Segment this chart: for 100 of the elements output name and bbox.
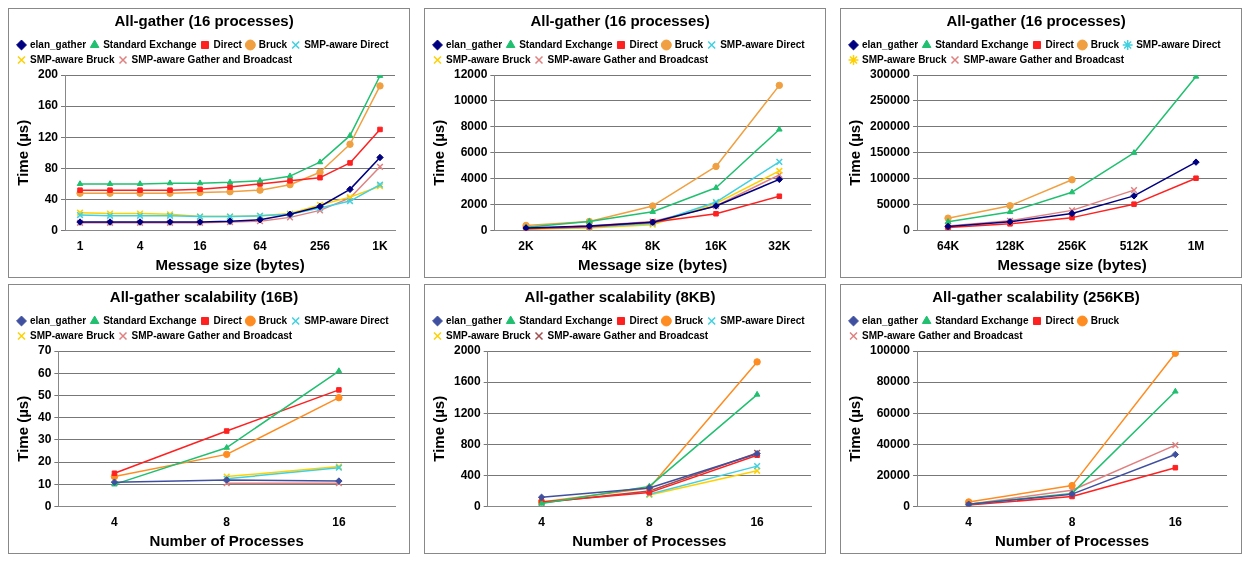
x-tick-label: 16K [705,239,728,254]
y-tick-label: 400 [460,467,482,482]
y-tick-label: 20 [37,454,52,469]
x-tick-label: 256 [309,239,331,254]
y-tick-label: 8000 [460,119,488,134]
legend-label: Direct [213,38,243,50]
y-tick-label: 250000 [870,93,911,108]
y-tick-label: 0 [903,222,911,237]
legend-label: SMP-aware Direct [720,314,806,326]
x-tick-label: 256K [1057,239,1087,254]
legend-label: SMP-aware Direct [304,314,390,326]
x-axis-title: Number of Processes [149,532,304,550]
y-tick-label: 80000 [876,374,911,389]
y-tick-label: 2000 [453,343,482,358]
y-tick-label: 0 [474,498,482,513]
x-tick-label: 128K [995,239,1025,254]
legend-label: SMP-aware Gather and Broadcast [131,53,293,65]
legend-label: SMP-aware Gather and Broadcast [547,53,709,65]
y-tick-label: 150000 [870,145,911,160]
x-tick-label: 16 [193,239,208,254]
legend-label: elan_gather [30,38,87,50]
x-tick-label: 4 [538,515,546,530]
legend-label: Bruck [258,314,288,326]
y-axis-title: Time (µs) [846,395,864,462]
x-tick-label: 1 [76,239,84,254]
legend-label: SMP-aware Gather and Broadcast [862,329,1024,341]
y-axis-title: Time (µs) [14,395,32,462]
legend-label: SMP-aware Bruck [446,53,531,65]
legend-label: SMP-aware Direct [1136,38,1222,50]
legend-label: elan_gather [862,38,919,50]
legend-label: Direct [1045,314,1075,326]
y-tick-label: 160 [37,98,59,113]
y-tick-label: 70 [37,343,52,358]
y-tick-label: 80 [44,160,59,175]
y-tick-label: 200000 [870,119,911,134]
legend-label: elan_gather [30,314,87,326]
legend-label: Bruck [674,38,704,50]
legend-label: SMP-aware Gather and Broadcast [963,53,1125,65]
y-tick-label: 6000 [460,145,488,160]
legend-label: SMP-aware Bruck [30,329,115,341]
y-tick-label: 0 [903,498,911,513]
legend-label: SMP-aware Gather and Broadcast [131,329,293,341]
x-tick-label: 1K [372,239,388,254]
y-tick-label: 100000 [870,343,911,358]
x-tick-label: 16 [332,515,346,530]
x-tick-label: 8K [645,239,661,254]
y-tick-label: 12000 [453,67,488,82]
legend-label: elan_gather [862,314,919,326]
y-tick-label: 50000 [876,196,911,211]
chart-title: All-gather scalability (256KB) [932,288,1140,306]
legend-label: SMP-aware Direct [720,38,806,50]
chart-title: All-gather (16 processes) [946,12,1126,30]
legend-label: SMP-aware Bruck [30,53,115,65]
y-tick-label: 0 [51,222,59,237]
legend-label: Standard Exchange [935,38,1029,50]
legend-label: Direct [213,314,243,326]
legend-label: SMP-aware Direct [304,38,390,50]
legend-label: elan_gather [446,38,503,50]
x-tick-label: 512K [1119,239,1149,254]
y-tick-label: 200 [37,67,59,82]
legend-label: elan_gather [446,314,503,326]
legend-label: SMP-aware Bruck [862,53,947,65]
x-tick-label: 8 [1068,515,1076,530]
x-axis-title: Message size (bytes) [997,256,1147,274]
chart-title: All-gather (16 processes) [530,12,710,30]
legend-label: Direct [629,38,659,50]
chart-title: All-gather scalability (16B) [109,288,299,306]
y-tick-label: 10000 [453,93,488,108]
y-tick-label: 50 [37,387,52,402]
legend-label: Bruck [1090,314,1120,326]
y-tick-label: 0 [44,498,52,513]
chart-title: All-gather (16 processes) [114,12,294,30]
y-tick-label: 1200 [453,405,482,420]
legend-label: Standard Exchange [935,314,1029,326]
y-tick-label: 20000 [876,467,911,482]
x-tick-label: 4 [965,515,973,530]
y-tick-label: 60 [37,365,52,380]
y-tick-label: 4000 [460,171,488,186]
y-axis-title: Time (µs) [846,119,864,186]
x-tick-label: 64K [937,239,960,254]
x-tick-label: 64 [253,239,267,254]
x-axis-title: Message size (bytes) [578,256,728,274]
legend-label: Standard Exchange [103,38,197,50]
y-tick-label: 30 [37,432,52,447]
y-axis-title: Time (µs) [430,119,448,186]
y-axis-title: Time (µs) [430,395,448,462]
chart-title: All-gather scalability (8KB) [524,288,716,306]
legend-label: SMP-aware Bruck [446,329,531,341]
x-tick-label: 4K [581,239,598,254]
x-tick-label: 2K [518,239,535,254]
legend-label: SMP-aware Gather and Broadcast [547,329,709,341]
y-tick-label: 40 [37,410,52,424]
legend-label: Standard Exchange [103,314,197,326]
legend-label: Direct [629,314,659,326]
legend-label: Bruck [258,38,288,50]
legend-label: Bruck [674,314,704,326]
y-tick-label: 60000 [876,405,911,420]
y-tick-label: 100000 [870,171,911,186]
x-tick-label: 4 [136,239,144,254]
y-axis-title: Time (µs) [14,119,32,186]
